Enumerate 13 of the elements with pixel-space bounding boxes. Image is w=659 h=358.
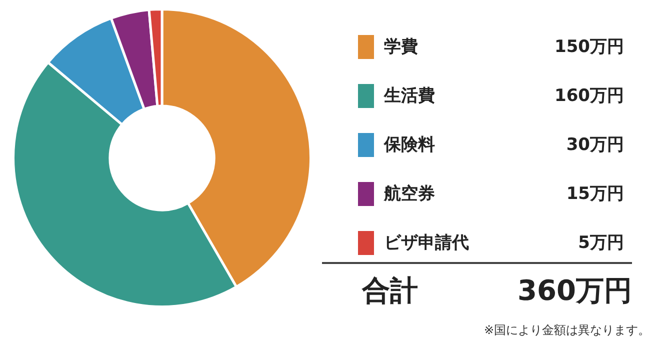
legend-label: 航空券 xyxy=(384,183,436,205)
legend-label: 生活費 xyxy=(384,85,436,107)
data-label: 150万円 xyxy=(554,36,624,58)
legend-label: 学費 xyxy=(384,36,419,58)
data-label: 160万円 xyxy=(554,85,624,107)
legend-label: ビザ申請代 xyxy=(384,232,470,254)
data-label: 30万円 xyxy=(565,134,624,156)
data-label: 15万円 xyxy=(565,183,624,205)
text: ※国により金額は異なります。 xyxy=(482,322,650,339)
legend-label: 保険料 xyxy=(384,134,436,156)
data-label: 5万円 xyxy=(577,232,624,254)
text: 合計 xyxy=(362,273,418,309)
text: 360万円 xyxy=(516,273,632,309)
